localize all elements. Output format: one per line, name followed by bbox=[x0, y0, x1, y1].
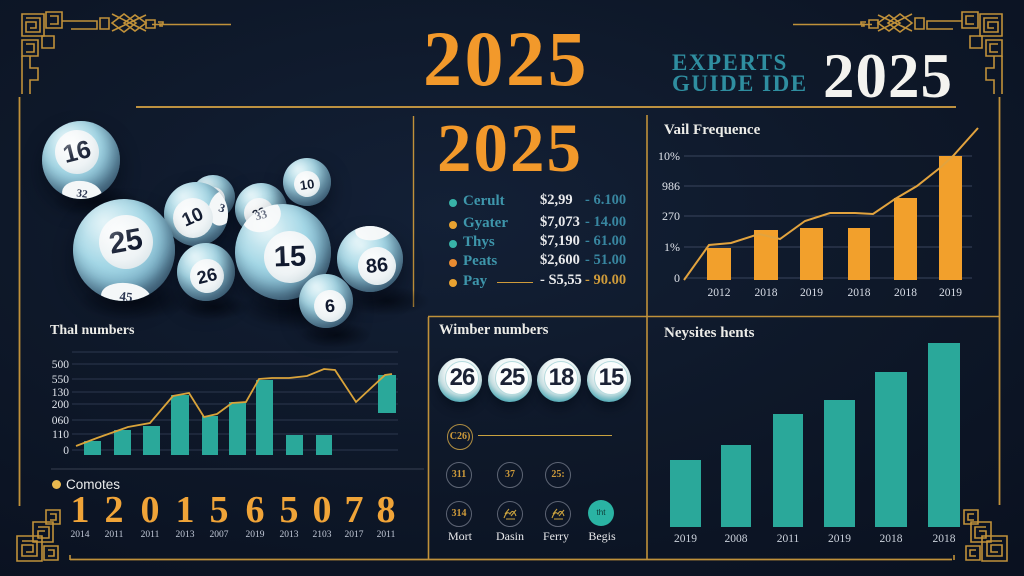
svg-text:1%: 1% bbox=[664, 240, 680, 254]
svg-text:2018: 2018 bbox=[848, 287, 871, 299]
svg-text:2019: 2019 bbox=[939, 287, 962, 299]
svg-text:2019: 2019 bbox=[828, 533, 851, 545]
svg-text:10%: 10% bbox=[658, 149, 680, 163]
svg-text:550: 550 bbox=[52, 374, 70, 386]
svg-text:110: 110 bbox=[52, 429, 69, 441]
svg-text:2019: 2019 bbox=[800, 287, 823, 299]
svg-text:986: 986 bbox=[662, 179, 680, 193]
svg-text:2018: 2018 bbox=[894, 287, 917, 299]
svg-text:2012: 2012 bbox=[708, 287, 731, 299]
svg-text:130: 130 bbox=[52, 387, 70, 399]
svg-text:2019: 2019 bbox=[674, 533, 697, 545]
svg-text:270: 270 bbox=[662, 209, 680, 223]
svg-text:200: 200 bbox=[52, 399, 70, 411]
svg-text:2011: 2011 bbox=[777, 533, 800, 545]
svg-text:0: 0 bbox=[674, 271, 680, 285]
svg-text:0: 0 bbox=[63, 445, 69, 457]
svg-text:500: 500 bbox=[52, 359, 70, 371]
svg-text:2018: 2018 bbox=[755, 287, 778, 299]
svg-text:2008: 2008 bbox=[725, 533, 748, 545]
svg-text:2018: 2018 bbox=[880, 533, 903, 545]
svg-text:060: 060 bbox=[52, 415, 70, 427]
svg-text:2018: 2018 bbox=[933, 533, 956, 545]
